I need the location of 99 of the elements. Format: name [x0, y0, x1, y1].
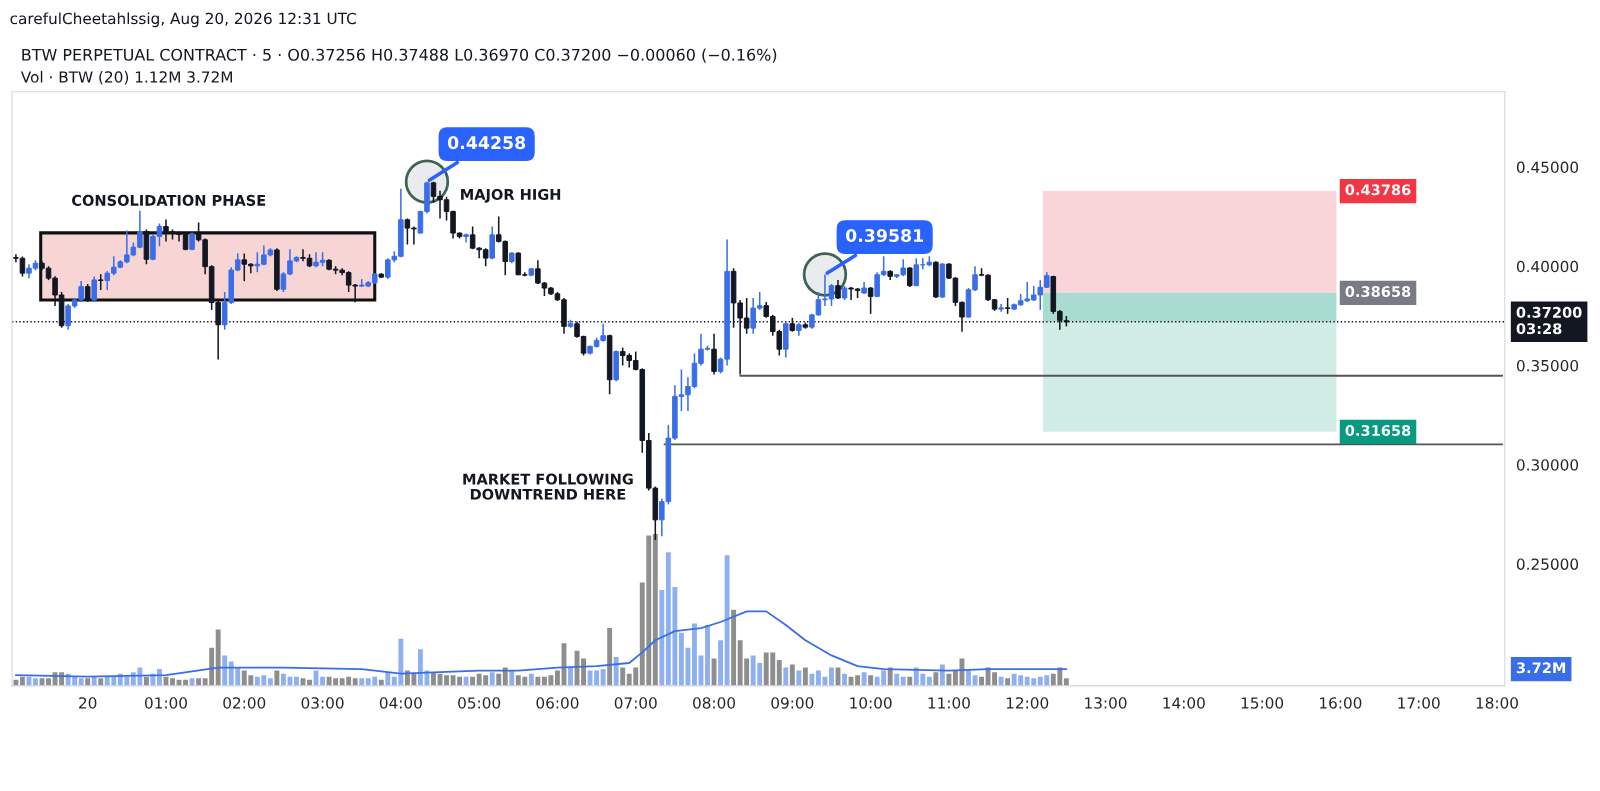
bar	[946, 673, 952, 686]
bar	[189, 678, 195, 686]
y-tick-label: 0.30000	[1516, 459, 1579, 471]
text: carefulCheetahlssig, Aug 20, 2026 12:31 UTC	[10, 12, 356, 28]
bar	[170, 678, 175, 686]
x-tick-label: 06:00	[536, 697, 579, 709]
x-tick-label: 20	[79, 697, 97, 709]
candlestick	[91, 275, 97, 303]
bar	[568, 667, 573, 686]
candlestick	[913, 257, 920, 287]
annotation: 0.39581	[845, 228, 924, 243]
y-tick-label: 0.35000	[1516, 359, 1579, 372]
data-label: 0.38658	[1345, 286, 1411, 298]
bar	[613, 656, 619, 686]
bar	[1005, 678, 1011, 686]
bar	[620, 667, 626, 686]
bar	[705, 625, 710, 686]
candlestick	[906, 266, 913, 288]
x-tick-label: 03:00	[301, 697, 344, 709]
bar	[496, 673, 502, 686]
bar	[33, 678, 38, 686]
candlestick	[489, 225, 495, 261]
x-tick-label: 08:00	[693, 697, 736, 709]
y-tick-label: 0.45000	[1516, 161, 1579, 173]
bar	[692, 623, 697, 686]
bar	[528, 673, 534, 686]
bar	[894, 673, 900, 686]
x-tick-label: 02:00	[223, 697, 266, 709]
chart-subtitle: Vol · BTW (20) 1.12M 3.72M	[20, 70, 232, 85]
bar	[939, 664, 945, 686]
bar	[46, 678, 51, 686]
bar	[842, 673, 847, 686]
x-tick-label: 01:00	[144, 697, 187, 709]
bar	[829, 667, 834, 686]
x-tick-label: 14:00	[1163, 697, 1205, 709]
x-tick-label: 07:00	[614, 697, 657, 709]
data-label: 0.31658	[1345, 424, 1411, 437]
bar	[966, 670, 971, 686]
candlestick	[711, 332, 717, 376]
bar	[718, 640, 723, 686]
x-tick-label: 12:00	[1006, 697, 1049, 709]
annotation: MAJOR HIGH	[461, 188, 561, 203]
y-tick-label: 0.25000	[1516, 558, 1579, 570]
bar	[85, 678, 91, 686]
bar	[861, 672, 867, 686]
bar	[581, 658, 586, 686]
x-tick-label: 10:00	[850, 697, 892, 709]
bar	[215, 629, 221, 686]
bar	[855, 675, 861, 686]
bar	[267, 678, 273, 686]
y-tick-label: 0.40000	[1516, 260, 1579, 273]
chart-title: BTW PERPETUAL CONTRACT · 5 · O0.37256 H0.37488 L0.36970 C0.37200 −0.00060 (−0.16%)	[22, 48, 777, 63]
bar	[809, 673, 815, 686]
bar	[359, 678, 365, 686]
bar	[444, 675, 449, 686]
bar	[952, 670, 958, 686]
bar	[352, 678, 358, 686]
x-tick-label: 13:00	[1085, 697, 1127, 709]
bar	[1063, 678, 1069, 686]
x-tick-label: 09:00	[771, 697, 814, 709]
bar	[933, 672, 939, 686]
candlestick	[835, 279, 841, 300]
bar	[555, 670, 560, 686]
x-tick-label: 05:00	[458, 697, 501, 709]
bar	[868, 675, 874, 686]
bar	[776, 659, 782, 686]
x-tick-label: 11:00	[928, 697, 970, 709]
x-tick-label: 16:00	[1320, 697, 1362, 709]
x-tick-label: 15:00	[1241, 697, 1284, 709]
bar	[815, 670, 821, 686]
x-tick-label: 17:00	[1398, 697, 1440, 709]
bar	[607, 628, 613, 686]
bar	[489, 672, 495, 686]
bar	[796, 670, 802, 686]
candlestick	[867, 286, 874, 315]
bar	[196, 678, 202, 686]
bar	[724, 555, 730, 686]
bar	[731, 609, 737, 686]
bar	[78, 678, 84, 686]
x-tick-label: 04:00	[379, 697, 422, 709]
data-label: 0.43786	[1345, 184, 1411, 196]
x-tick-label: 18:00	[1476, 697, 1518, 709]
bar	[385, 672, 391, 686]
annotation: MARKET FOLLOWING DOWNTREND HERE	[463, 473, 633, 500]
bar	[222, 655, 228, 686]
annotation: 0.44258	[447, 136, 526, 150]
bar	[652, 533, 658, 686]
bar	[274, 670, 280, 686]
ref-line-label: 0.37200 03:28	[1516, 306, 1582, 335]
bar	[98, 678, 104, 686]
bar	[789, 664, 795, 686]
text: 3.72M	[1516, 662, 1566, 674]
bar	[431, 672, 436, 686]
bar	[783, 667, 789, 686]
bar	[659, 590, 665, 686]
annotation: CONSOLIDATION PHASE	[72, 194, 266, 206]
bar	[802, 667, 808, 686]
bar	[417, 649, 423, 686]
bar	[600, 669, 606, 686]
